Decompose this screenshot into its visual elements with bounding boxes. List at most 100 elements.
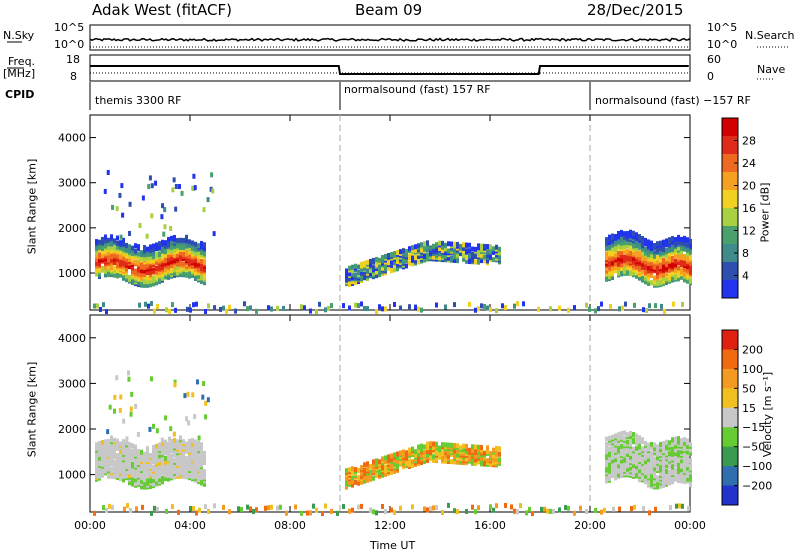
velocity-sparse-cell [168,436,172,442]
velocity-echo-cell [429,448,432,454]
velocity-echo-cell [372,464,375,470]
velocity-clutter-cell [633,504,636,510]
power-echo-cell [161,245,164,251]
velocity-echo-cell [203,458,206,464]
power-clutter-cell [594,308,597,314]
power-echo-cell [438,240,441,246]
power-echo-cell [405,258,408,263]
velocity-echo-cell [656,451,659,457]
power-echo-cell [351,264,354,270]
velocity-clutter-cell [240,506,243,512]
power-echo-cell [125,242,128,248]
velocity-echo-cell [137,469,140,475]
velocity-clutter-cell [300,510,303,516]
velocity-echo-cell [203,450,206,456]
power-sparse-cell [150,213,154,219]
velocity-echo-cell [369,463,372,469]
velocity-echo-cell [480,455,483,461]
velocity-clutter-cell [477,505,480,511]
velocity-echo-cell [680,463,683,469]
velocity-clutter-cell [153,505,156,511]
power-echo-cell [635,243,638,249]
ytick-label-0: 1000 [58,267,86,280]
velocity-echo-cell [408,462,411,468]
power-echo-cell [369,258,372,264]
velocity-clutter-cell [108,503,111,509]
power-sparse-cell [138,223,142,229]
velocity-echo-cell [468,456,471,462]
velocity-clutter-cell [177,509,180,515]
power-echo-cell [414,247,417,253]
power-cbar-tick-label-1: 24 [742,157,756,170]
power-clutter-cell [105,309,108,315]
velocity-echo-cell [176,470,179,476]
velocity-clutter-cell [687,505,690,511]
power-echo-cell [683,277,686,283]
power-echo-cell [659,262,662,268]
velocity-clutter-cell [675,503,678,509]
power-echo-cell [131,278,134,284]
velocity-echo-cell [399,459,402,465]
power-echo-cell [170,266,173,272]
velocity-echo-cell [683,459,686,465]
power-echo-cell [143,252,146,258]
velocity-echo-cell [635,451,638,457]
velocity-cbar-swatch-4 [722,407,738,428]
velocity-echo-cell [620,467,623,473]
velocity-echo-cell [653,457,656,463]
power-cbar-tick-label-2: 20 [742,180,756,193]
velocity-echo-cell [360,479,363,485]
velocity-echo-cell [345,468,348,474]
power-echo-cell [420,242,423,248]
power-cbar-swatch-7 [722,244,738,263]
velocity-echo-cell [122,477,125,483]
velocity-echo-cell [668,440,671,446]
velocity-sparse-cell [204,414,208,420]
power-sparse-cell [161,203,165,209]
power-echo-cell [173,267,176,273]
velocity-clutter-cell [213,503,216,509]
velocity-echo-cell [197,477,200,483]
velocity-echo-cell [686,458,689,464]
velocity-clutter-cell [198,507,201,513]
power-cbar-swatch-9 [722,280,738,299]
power-echo-cell [686,237,689,243]
velocity-echo-cell [495,446,498,452]
power-echo-cell [677,269,680,275]
velocity-echo-cell [197,460,200,466]
velocity-clutter-cell [315,507,318,513]
power-echo-cell [408,260,411,266]
velocity-echo-cell [498,451,501,457]
velocity-clutter-cell [252,509,255,515]
power-echo-cell [182,270,185,276]
beam-title: Beam 09 [355,1,423,19]
power-clutter-cell [318,301,321,307]
velocity-clutter-cell [492,507,495,513]
power-echo-cell [635,239,638,245]
velocity-cbar-swatch-5 [722,427,738,448]
velocity-echo-cell [653,442,656,448]
power-cbar-swatch-2 [722,154,738,173]
date-title: 28/Dec/2015 [587,1,684,19]
power-clutter-cell [489,307,492,313]
power-echo-cell [155,242,158,248]
velocity-sparse-cell [173,379,177,385]
velocity-echo-cell [158,460,161,466]
power-sparse-cell [128,230,132,236]
velocity-echo-cell [617,444,620,450]
velocity-sparse-cell [193,414,197,420]
velocity-echo-cell [641,437,644,443]
velocity-echo-cell [146,446,149,452]
power-echo-cell [110,234,113,240]
velocity-echo-cell [665,472,668,478]
velocity-echo-cell [438,445,441,451]
velocity-echo-cell [131,470,134,476]
power-clutter-cell [234,308,237,314]
ytick-label-1: 2000 [58,423,86,436]
power-echo-cell [158,244,161,250]
power-clutter-cell [597,306,600,312]
velocity-echo-cell [101,467,104,473]
velocity-echo-cell [179,457,182,463]
velocity-echo-cell [465,443,468,449]
power-echo-cell [420,247,423,253]
